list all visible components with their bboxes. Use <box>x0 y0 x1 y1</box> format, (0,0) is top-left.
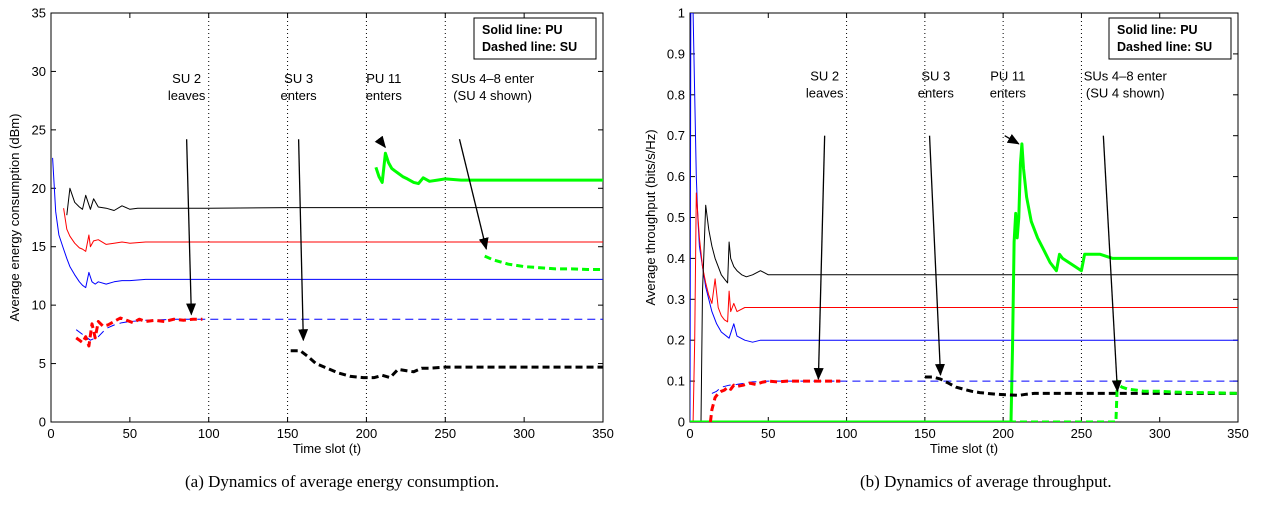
y-tick-label: 35 <box>32 6 46 21</box>
annotation-arrow <box>458 139 489 251</box>
x-tick-label: 100 <box>198 426 220 441</box>
annotation-arrow <box>813 135 826 381</box>
x-tick-label: 150 <box>277 426 299 441</box>
series-line-solid <box>63 208 603 252</box>
annotation-arrow <box>1004 134 1020 145</box>
annotation-text: leaves <box>168 88 206 103</box>
x-tick-label: 350 <box>1227 426 1249 441</box>
legend-box <box>473 17 597 60</box>
series-line-dashed <box>484 254 603 271</box>
annotation-text: SU 3 <box>284 71 313 86</box>
annotation-text: enters <box>918 85 955 100</box>
x-tick-label: 350 <box>592 426 614 441</box>
annotation-text: SUs 4–8 enter <box>451 71 535 86</box>
annotation-text: enters <box>281 88 318 103</box>
y-tick-label: 0.5 <box>667 210 685 225</box>
x-tick-label: 0 <box>686 426 693 441</box>
y-tick-label: 1 <box>678 6 685 21</box>
legend-entry: Dashed line: SU <box>1117 40 1212 54</box>
y-axis-label: Average energy consumption (dBm) <box>7 114 22 322</box>
annotation-arrow <box>1102 135 1122 393</box>
y-tick-label: 0.2 <box>667 333 685 348</box>
x-tick-label: 50 <box>123 426 137 441</box>
chart-a: 0 50 100 150 200 250 300 350 0 5 10 15 20 25 30 35 Time … <box>7 6 614 457</box>
annotation-text: leaves <box>806 85 844 100</box>
series-line-solid <box>690 142 1238 422</box>
annotation-text: enters <box>990 85 1027 100</box>
x-tick-label: 150 <box>914 426 936 441</box>
caption-b: (b) Dynamics of average throughput. <box>860 472 1112 491</box>
series-line-solid <box>700 204 1238 422</box>
series-line-dashed <box>75 316 203 348</box>
x-tick-label: 100 <box>836 426 858 441</box>
annotation-text: SU 2 <box>172 71 201 86</box>
annotation-text: SU 2 <box>810 68 839 83</box>
y-tick-label: 20 <box>32 181 46 196</box>
x-tick-label: 250 <box>1071 426 1093 441</box>
series-line-solid <box>66 187 603 216</box>
series-line-solid <box>52 157 603 289</box>
x-tick-label: 50 <box>761 426 775 441</box>
y-tick-label: 0.6 <box>667 169 685 184</box>
legend-entry: Dashed line: SU <box>482 40 577 54</box>
series-line-solid <box>374 151 603 186</box>
annotation-text: SUs 4–8 enter <box>1084 68 1168 83</box>
annotation-text: enters <box>366 88 403 103</box>
legend-entry: Solid line: PU <box>1117 23 1198 37</box>
annotation-text: (SU 4 shown) <box>453 88 532 103</box>
annotation-text: PU 11 <box>990 68 1025 83</box>
y-tick-label: 0.1 <box>667 374 685 389</box>
series-group <box>52 151 603 380</box>
y-tick-label: 5 <box>39 356 46 371</box>
y-tick-label: 0 <box>39 415 46 430</box>
series-line-dashed <box>708 379 841 422</box>
annotation-arrow <box>297 139 309 342</box>
annotation-arrow <box>185 139 197 316</box>
x-tick-label: 250 <box>434 426 456 441</box>
y-tick-label: 10 <box>32 298 46 313</box>
x-tick-label: 300 <box>1149 426 1171 441</box>
caption-a: (a) Dynamics of average energy consumpti… <box>185 472 500 491</box>
legend-entry: Solid line: PU <box>482 23 563 37</box>
series-line-solid <box>691 192 1238 422</box>
x-tick-label: 300 <box>513 426 535 441</box>
axes-box <box>50 12 604 423</box>
series-line-dashed <box>75 318 603 341</box>
x-axis-label: Time slot (t) <box>930 441 998 456</box>
series-line-dashed <box>924 375 1238 397</box>
legend-box <box>1108 17 1232 60</box>
annotation-text: (SU 4 shown) <box>1086 85 1165 100</box>
y-tick-label: 0 <box>678 415 685 430</box>
chart-b: 0 50 100 150 200 250 300 350 0 0.1 0.2 0.3 0.4 0.5 0.6… <box>643 6 1249 457</box>
y-axis-label: Average throughput (bits/s/Hz) <box>643 129 658 305</box>
y-tick-label: 15 <box>32 239 46 254</box>
y-tick-label: 0.7 <box>667 128 685 143</box>
series-line-dashed <box>290 349 603 380</box>
annotation-text: PU 11 <box>366 71 401 86</box>
x-tick-label: 200 <box>992 426 1014 441</box>
x-tick-label: 0 <box>47 426 54 441</box>
series-line-dashed <box>690 379 1238 422</box>
y-tick-label: 25 <box>32 122 46 137</box>
annotation-text: SU 3 <box>921 68 950 83</box>
y-tick-label: 30 <box>32 64 46 79</box>
y-tick-label: 0.3 <box>667 292 685 307</box>
series-line-solid <box>690 13 1238 422</box>
x-axis-label: Time slot (t) <box>293 441 361 456</box>
y-tick-label: 0.9 <box>667 46 685 61</box>
x-tick-label: 200 <box>356 426 378 441</box>
y-tick-label: 0.8 <box>667 87 685 102</box>
annotation-arrow <box>928 135 946 376</box>
annotation-arrow <box>374 135 386 149</box>
y-tick-label: 0.4 <box>667 251 685 266</box>
